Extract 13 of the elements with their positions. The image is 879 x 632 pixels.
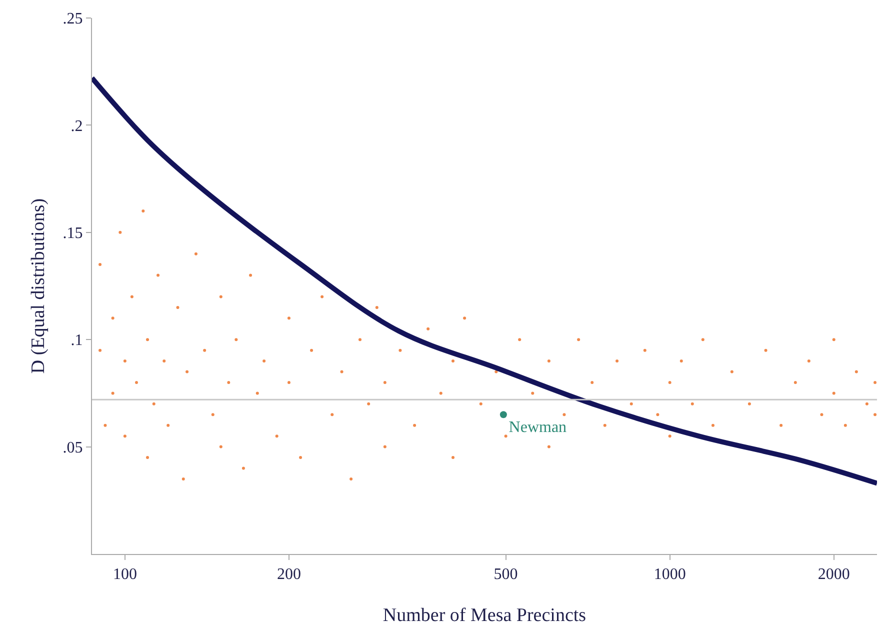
x-tick-label: 1000 [654,566,686,584]
y-tick-label: .25 [62,10,83,28]
y-tick-label: .15 [62,225,83,242]
y-axis-title: D (Equal distributions) [28,198,49,374]
y-tick-label: .2 [70,118,83,135]
series-label: Newman [508,419,567,436]
x-tick-label: 200 [276,566,301,584]
x-tick-label: 2000 [818,566,850,584]
y-tick-label: .05 [62,439,83,456]
x-tick-label: 100 [112,566,137,584]
y-tick-label: .1 [70,332,83,350]
x-axis-title: Number of Mesa Precincts [382,605,586,626]
x-tick-label: 500 [494,566,518,584]
